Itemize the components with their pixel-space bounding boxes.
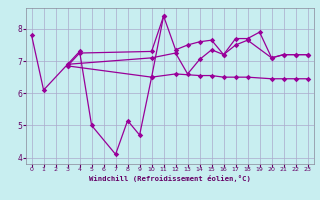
X-axis label: Windchill (Refroidissement éolien,°C): Windchill (Refroidissement éolien,°C) [89,175,251,182]
